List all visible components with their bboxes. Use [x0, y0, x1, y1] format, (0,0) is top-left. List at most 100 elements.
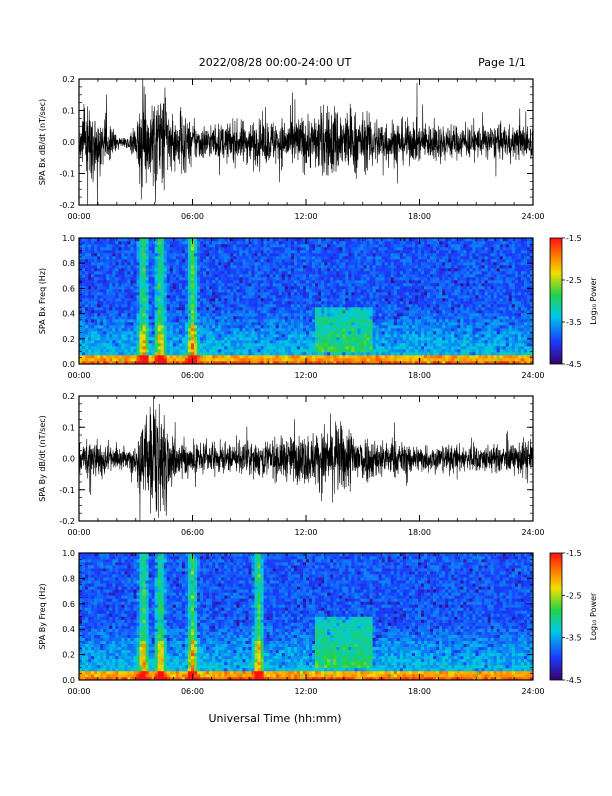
spectrogram-cell: [203, 334, 206, 337]
spectrogram-cell: [91, 268, 94, 271]
spectrogram-cell: [239, 283, 242, 286]
spectrogram-cell: [182, 355, 185, 358]
spectrogram-cell: [242, 352, 245, 355]
spectrogram-cell: [279, 349, 282, 352]
spectrogram-cell: [379, 310, 382, 313]
spectrogram-cell: [261, 241, 264, 244]
spectrogram-cell: [336, 307, 339, 310]
spectrogram-cell: [261, 343, 264, 346]
spectrogram-cell: [118, 259, 121, 262]
spectrogram-cell: [191, 256, 194, 259]
spectrogram-cell: [149, 301, 152, 304]
spectrogram-cell: [255, 253, 258, 256]
spectrogram-cell: [245, 277, 248, 280]
spectrogram-cell: [312, 319, 315, 322]
spectrogram-cell: [315, 340, 318, 343]
spectrogram-cell: [248, 319, 251, 322]
spectrogram-cell: [403, 316, 406, 319]
spectrogram-cell: [167, 286, 170, 289]
spectrogram-cell: [124, 289, 127, 292]
spectrogram-cell: [146, 268, 149, 271]
spectrogram-cell: [170, 328, 173, 331]
spectrogram-cell: [370, 253, 373, 256]
spectrogram-cell: [306, 319, 309, 322]
spectrogram-cell: [282, 358, 285, 361]
spectrogram-cell: [354, 259, 357, 262]
spectrogram-cell: [400, 349, 403, 352]
spectrogram-cell: [158, 244, 161, 247]
spectrogram-cell: [303, 256, 306, 259]
spectrogram-cell: [94, 352, 97, 355]
spectrogram-cell: [91, 259, 94, 262]
spectrogram-cell: [382, 355, 385, 358]
spectrogram-cell: [97, 256, 100, 259]
spectrogram-cell: [388, 310, 391, 313]
spectrogram-cell: [367, 334, 370, 337]
spectrogram-cell: [370, 259, 373, 262]
spectrogram-cell: [212, 286, 215, 289]
spectrogram-cell: [146, 307, 149, 310]
spectrogram-cell: [97, 277, 100, 280]
spectrogram-cell: [85, 250, 88, 253]
spectrogram-cell: [252, 292, 255, 295]
spectrogram-cell: [318, 352, 321, 355]
spectrogram-cell: [339, 280, 342, 283]
spectrogram-cell: [100, 310, 103, 313]
spectrogram-cell: [94, 241, 97, 244]
spectrogram-cell: [233, 358, 236, 361]
spectrogram-cell: [415, 301, 418, 304]
spectrogram-cell: [161, 253, 164, 256]
spectrogram-cell: [121, 265, 124, 268]
spectrogram-cell: [124, 256, 127, 259]
spectrogram-cell: [255, 298, 258, 301]
spectrogram-cell: [394, 268, 397, 271]
spectrogram-cell: [351, 265, 354, 268]
spectrogram-cell: [403, 262, 406, 265]
spectrogram-cell: [309, 277, 312, 280]
spectrogram-cell: [170, 262, 173, 265]
spectrogram-cell: [103, 241, 106, 244]
spectrogram-cell: [173, 340, 176, 343]
spectrogram-cell: [188, 346, 191, 349]
spectrogram-cell: [333, 352, 336, 355]
spectrogram-cell: [103, 319, 106, 322]
spectrogram-cell: [270, 289, 273, 292]
spectrogram-cell: [348, 337, 351, 340]
spectrogram-cell: [167, 316, 170, 319]
spectrogram-cell: [412, 265, 415, 268]
spectrogram-cell: [312, 352, 315, 355]
spectrogram-cell: [209, 307, 212, 310]
spectrogram-cell: [82, 253, 85, 256]
spectrogram-cell: [239, 259, 242, 262]
spectrogram-cell: [252, 349, 255, 352]
spectrogram-cell: [339, 289, 342, 292]
spectrogram-cell: [309, 322, 312, 325]
spectrogram-cell: [97, 247, 100, 250]
spectrogram-cell: [82, 280, 85, 283]
spectrogram-cell: [188, 271, 191, 274]
spectrogram-cell: [85, 313, 88, 316]
spectrogram-cell: [379, 283, 382, 286]
spectrogram-cell: [288, 310, 291, 313]
spectrogram-cell: [336, 313, 339, 316]
spectrogram-cell: [152, 244, 155, 247]
spectrogram-cell: [360, 355, 363, 358]
spectrogram-cell: [239, 307, 242, 310]
spectrogram-cell: [309, 295, 312, 298]
spectrogram-cell: [137, 343, 140, 346]
spectrogram-cell: [203, 322, 206, 325]
spectrogram-cell: [185, 316, 188, 319]
spectrogram-cell: [394, 274, 397, 277]
spectrogram-cell: [191, 343, 194, 346]
spectrogram-cell: [137, 352, 140, 355]
spectrogram-cell: [364, 256, 367, 259]
spectrogram-cell: [324, 286, 327, 289]
spectrogram-cell: [173, 241, 176, 244]
spectrogram-cell: [85, 352, 88, 355]
spectrogram-cell: [182, 298, 185, 301]
spectrogram-cell: [357, 352, 360, 355]
spectrogram-cell: [261, 274, 264, 277]
spectrogram-cell: [351, 277, 354, 280]
spectrogram-cell: [158, 268, 161, 271]
spectrogram-cell: [91, 352, 94, 355]
